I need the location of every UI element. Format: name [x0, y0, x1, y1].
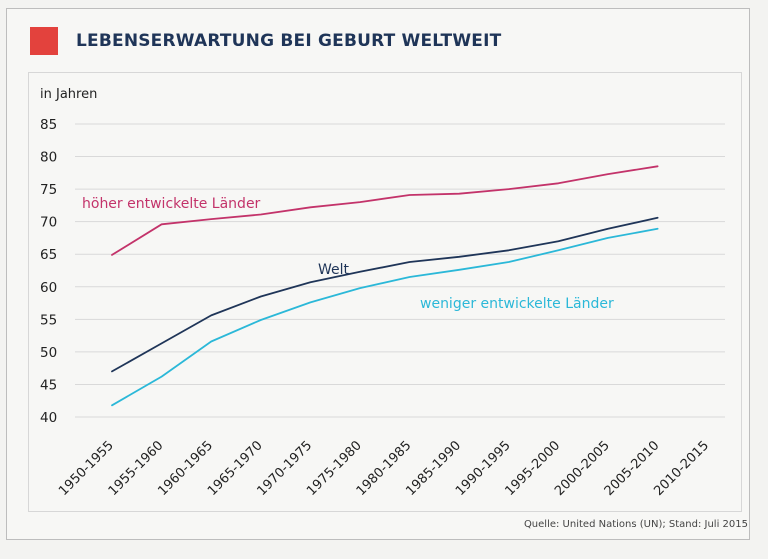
y-tick-label: 55 — [40, 312, 57, 328]
source-note: Quelle: United Nations (UN); Stand: Juli… — [523, 519, 748, 530]
series-line-2 — [111, 227, 659, 407]
title-row: LEBENSERWARTUNG BEI GEBURT WELTWEIT — [30, 26, 501, 56]
y-tick-label: 85 — [40, 117, 57, 133]
chart-title: LEBENSERWARTUNG BEI GEBURT WELTWEIT — [76, 31, 502, 51]
y-tick-label: 45 — [40, 377, 57, 393]
series-labels: höher entwickelte Länder Welt weniger entw… — [82, 196, 614, 312]
y-tick-label: 60 — [40, 280, 57, 296]
series-line-0 — [111, 165, 659, 256]
y-axis-label: in Jahren — [40, 87, 97, 102]
accent-square-icon — [30, 27, 58, 55]
series-label-2: weniger entwickelte Länder — [420, 296, 614, 312]
y-tick-label: 80 — [40, 150, 57, 166]
y-tick-label: 40 — [40, 410, 57, 426]
x-axis-ticks: 1950-19551955-19601960-19651965-19701970… — [56, 438, 712, 499]
plot-panel — [28, 72, 742, 512]
y-tick-label: 50 — [40, 345, 57, 361]
y-tick-label: 70 — [40, 215, 57, 231]
y-axis-ticks: 40 45 50 55 60 65 70 75 80 85 — [40, 117, 57, 426]
series-label-0: höher entwickelte Länder — [82, 196, 261, 212]
series-line-1 — [111, 216, 659, 373]
series-label-1: Welt — [318, 262, 350, 278]
y-tick-label: 75 — [40, 182, 57, 198]
series-lines — [111, 165, 659, 407]
grid-lines — [75, 123, 725, 418]
y-tick-label: 65 — [40, 247, 57, 263]
